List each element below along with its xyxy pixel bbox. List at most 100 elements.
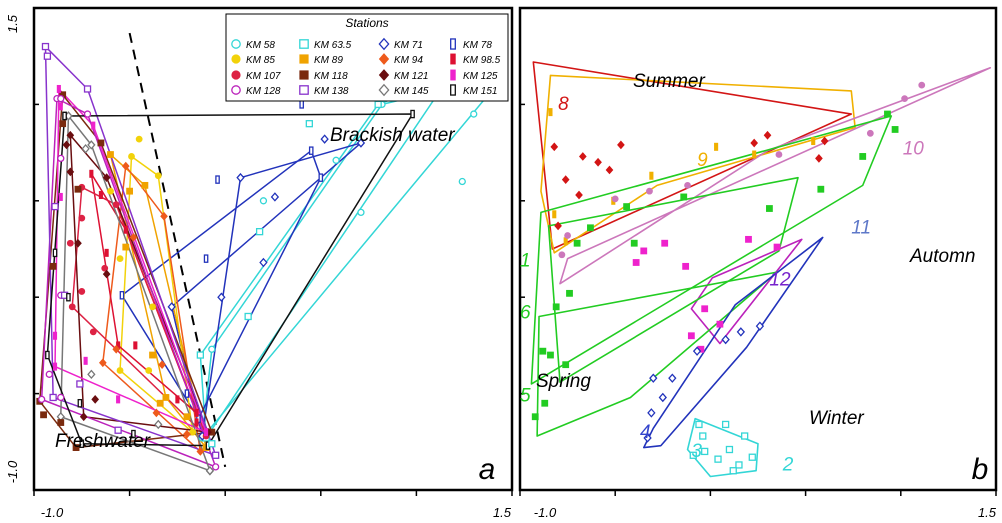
data-point bbox=[123, 225, 128, 234]
data-point bbox=[79, 439, 85, 448]
data-point bbox=[680, 193, 688, 201]
data-point bbox=[112, 344, 121, 354]
data-point bbox=[131, 429, 136, 439]
data-point bbox=[83, 356, 88, 365]
data-point bbox=[217, 292, 226, 302]
data-point bbox=[81, 144, 90, 154]
data-point bbox=[128, 153, 135, 160]
data-point bbox=[59, 120, 67, 128]
data-point bbox=[308, 146, 314, 155]
legend-label: KM 94 bbox=[394, 55, 423, 66]
data-point bbox=[78, 288, 86, 295]
brackish-water-label: Brackish water bbox=[330, 125, 455, 146]
data-point bbox=[687, 332, 695, 340]
data-point bbox=[62, 111, 67, 121]
data-point bbox=[83, 85, 92, 93]
data-point bbox=[208, 440, 216, 448]
data-point bbox=[891, 126, 899, 133]
data-point bbox=[211, 451, 220, 459]
spring-label: Spring bbox=[536, 371, 591, 392]
data-point bbox=[102, 173, 111, 183]
panel-b-x-tick-max: 1.5 bbox=[978, 505, 997, 520]
data-point bbox=[114, 426, 122, 434]
data-point bbox=[554, 221, 562, 231]
data-point bbox=[547, 351, 554, 359]
legend-label: KM 78 bbox=[463, 40, 492, 51]
data-point bbox=[775, 151, 783, 158]
month-label: 6 bbox=[520, 302, 531, 323]
data-point bbox=[725, 445, 734, 454]
legend-label: KM 71 bbox=[394, 40, 423, 51]
data-point bbox=[689, 451, 697, 459]
month-hull-12 bbox=[690, 238, 803, 345]
data-point bbox=[122, 243, 130, 251]
data-point bbox=[766, 205, 773, 212]
data-point bbox=[668, 373, 677, 383]
legend-label: KM 138 bbox=[314, 86, 349, 97]
legend: Stations KM 58 KM 63.5 KM 71 KM 78 KM 85 KM 8… bbox=[225, 13, 509, 102]
winter-label: Winter bbox=[809, 408, 864, 429]
data-point bbox=[755, 321, 765, 331]
data-point bbox=[141, 181, 149, 189]
data-point bbox=[741, 432, 749, 440]
data-point bbox=[57, 154, 65, 163]
legend-label: KM 107 bbox=[246, 71, 281, 82]
data-point bbox=[701, 305, 709, 313]
legend-marker bbox=[378, 83, 390, 97]
data-point bbox=[58, 102, 63, 111]
month-label: 12 bbox=[769, 270, 791, 291]
data-point bbox=[587, 224, 594, 232]
legend-marker bbox=[450, 53, 456, 65]
data-point bbox=[255, 227, 264, 236]
data-point bbox=[692, 346, 702, 356]
legend-label: KM 58 bbox=[246, 40, 275, 51]
data-point bbox=[62, 140, 71, 150]
month-label: 9 bbox=[697, 150, 708, 171]
data-point bbox=[632, 259, 640, 266]
data-point bbox=[162, 394, 170, 401]
data-point bbox=[66, 167, 75, 177]
data-point bbox=[66, 239, 74, 247]
legend-marker bbox=[231, 39, 241, 49]
legend-marker bbox=[299, 39, 309, 49]
data-point bbox=[735, 461, 743, 469]
legend-marker bbox=[450, 69, 456, 81]
data-point bbox=[107, 151, 114, 158]
legend-marker bbox=[378, 53, 390, 65]
autumn-label: Automn bbox=[909, 246, 975, 267]
data-point bbox=[57, 393, 65, 402]
legend-marker bbox=[231, 85, 241, 95]
data-point bbox=[548, 108, 553, 117]
legend-box bbox=[225, 13, 509, 102]
data-point bbox=[562, 361, 570, 369]
data-point bbox=[37, 395, 46, 404]
data-point bbox=[561, 175, 570, 184]
data-point bbox=[647, 408, 656, 418]
data-point bbox=[89, 328, 97, 336]
data-point bbox=[332, 156, 340, 164]
data-point bbox=[356, 138, 366, 148]
data-point bbox=[552, 303, 560, 311]
data-point bbox=[658, 392, 667, 403]
data-point bbox=[87, 140, 96, 150]
data-point bbox=[531, 413, 539, 421]
data-point bbox=[701, 447, 709, 456]
data-point bbox=[552, 210, 557, 219]
month-hull-1 bbox=[547, 176, 799, 383]
data-point bbox=[184, 389, 190, 398]
data-point bbox=[102, 269, 111, 279]
data-point bbox=[135, 135, 143, 143]
data-point bbox=[189, 428, 197, 436]
data-point bbox=[152, 408, 161, 418]
data-point bbox=[183, 429, 191, 439]
panel-a: Stations KM 58 KM 63.5 KM 71 KM 78 KM 85 KM 8… bbox=[5, 6, 514, 520]
data-point bbox=[91, 395, 100, 404]
data-point bbox=[617, 140, 625, 150]
data-point bbox=[76, 380, 84, 388]
data-point bbox=[270, 192, 280, 202]
legend-label: KM 89 bbox=[314, 55, 343, 66]
data-point bbox=[244, 312, 252, 321]
data-point bbox=[40, 411, 47, 419]
data-point bbox=[52, 248, 58, 258]
data-point bbox=[357, 208, 365, 217]
